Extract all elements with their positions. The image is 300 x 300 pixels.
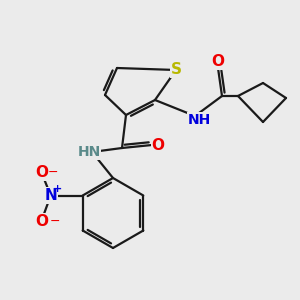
Text: −: − (47, 166, 58, 179)
Text: O: O (35, 214, 48, 229)
Text: O: O (212, 55, 224, 70)
Text: O: O (152, 137, 164, 152)
Text: N: N (44, 188, 57, 203)
Text: HN: HN (77, 145, 101, 159)
Text: O: O (35, 165, 48, 180)
Text: S: S (170, 62, 182, 77)
Text: NH: NH (188, 113, 211, 127)
Text: −: − (50, 215, 60, 228)
Text: +: + (53, 184, 62, 194)
